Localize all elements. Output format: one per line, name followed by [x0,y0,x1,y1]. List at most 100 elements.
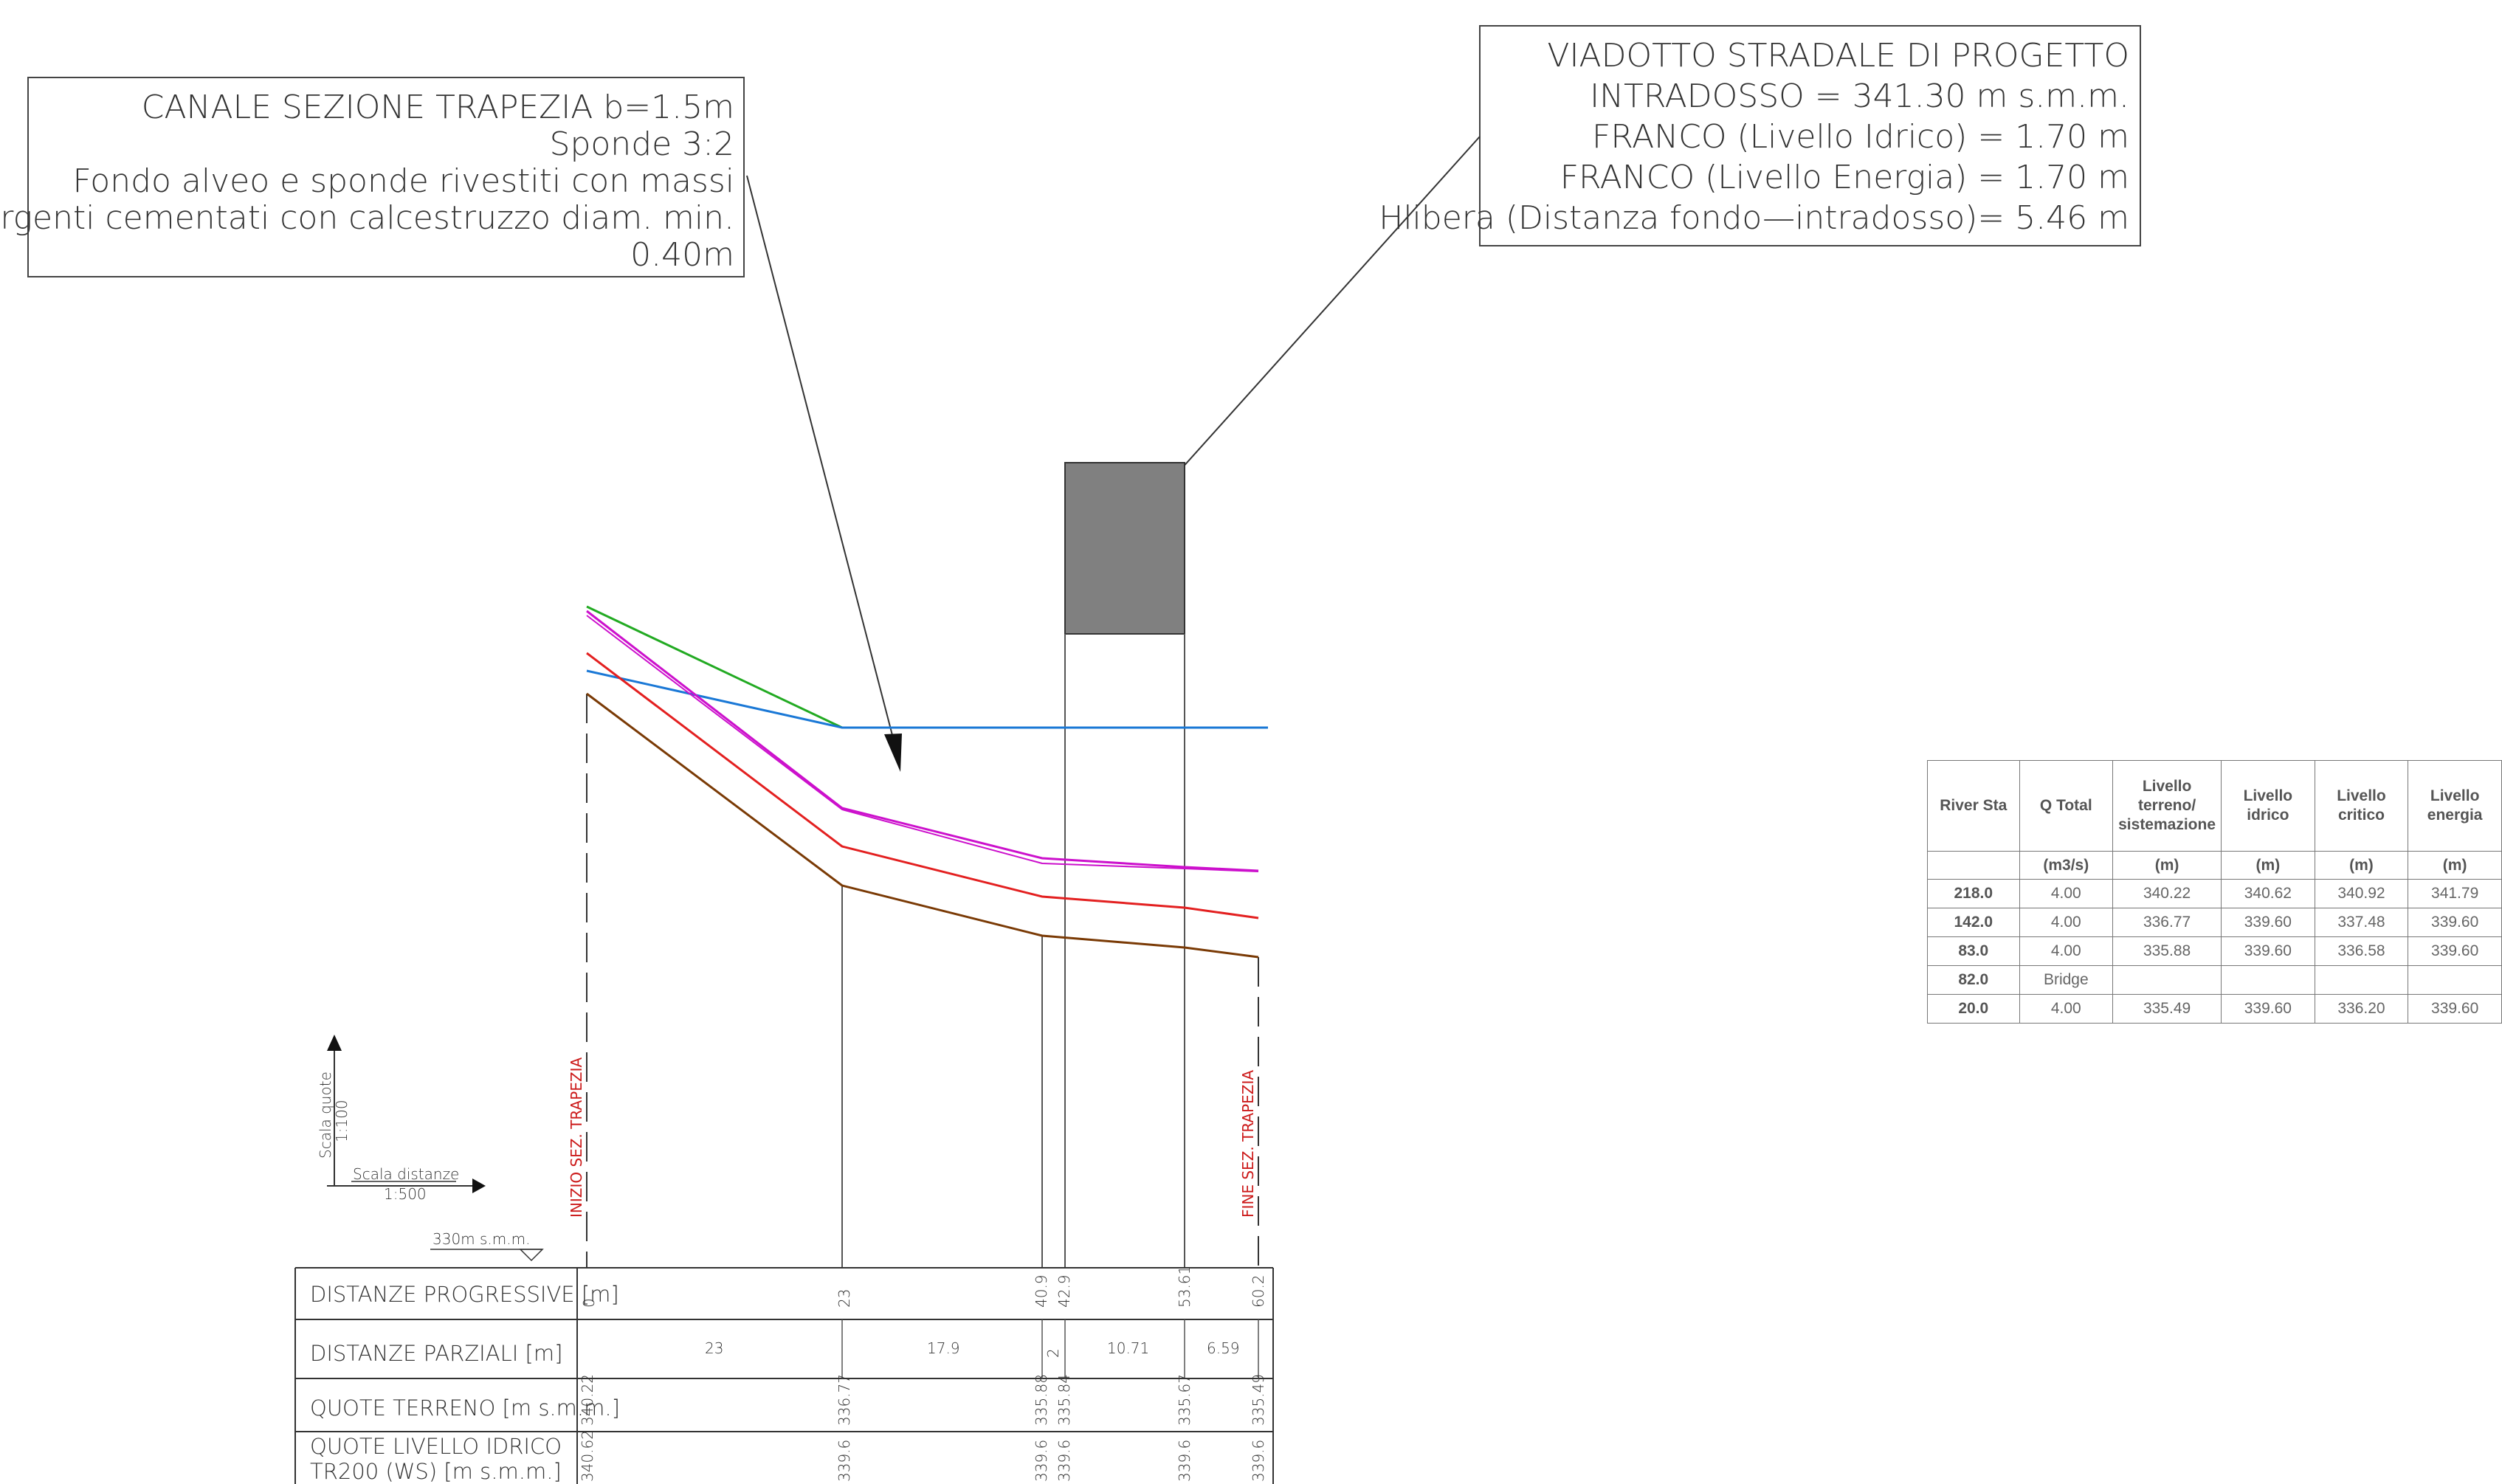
table-row: 20.0 4.00 335.49 339.60 336.20 339.60 [1927,994,2502,1024]
canal-note-line-2: Sponde 3:2 [550,125,734,163]
magenta-line-2 [586,615,1259,872]
table-cell: 335.49 [2112,994,2222,1024]
table-cell: 218.0 [1927,879,2020,908]
partial-2: 2 [1044,1348,1062,1358]
table-cell: 340.22 [2112,879,2222,908]
partial-6-59: 6.59 [1207,1339,1240,1357]
canal-leader-line [746,175,894,739]
ground-335-67: 335.67 [1176,1374,1193,1426]
table-cell: Bridge [2019,965,2114,995]
table-cell: 335.88 [2112,936,2222,966]
unit-cell: (m3/s) [2019,851,2114,880]
row-label-partial: DISTANZE PARZIALI [m] [310,1341,562,1366]
ground-336-77: 336.77 [835,1374,853,1426]
bridge-note-line-2: INTRADOSSO = 341.30 m s.m.m. [1590,77,2129,115]
progressive-0: 0 [580,1298,598,1308]
progressive-60-2: 60.2 [1250,1274,1267,1308]
water-339-6-a: 339.6 [835,1440,853,1482]
horizontal-scale-label: Scala distanze [353,1165,459,1183]
water-339-6-d: 339.6 [1176,1440,1193,1482]
canal-note-line-4: emergenti cementati con calcestruzzo dia… [0,199,734,237]
scale-arrow-up-icon [327,1035,342,1051]
ground-335-88: 335.88 [1033,1374,1050,1426]
table-row: 218.0 4.00 340.22 340.62 340.92 341.79 [1927,879,2502,908]
bridge-deck [1064,462,1185,635]
bridge-note-line-4: FRANCO (Livello Energia) = 1.70 m [1560,159,2129,196]
bridge-leader-line [1154,136,1481,499]
table-cell [2221,965,2315,995]
ground-line [586,692,1259,959]
table-cell: 339.60 [2408,908,2502,937]
table-cell: 4.00 [2019,994,2114,1024]
unit-cell: (m) [2112,851,2222,880]
datum-triangle-icon [519,1249,544,1262]
bridge-note-line-3: FRANCO (Livello Idrico) = 1.70 m [1592,118,2129,156]
canal-note-line-5: 0.40m [630,236,734,274]
bridge-note-line-5: Hlibera (Distanza fondo—intradosso)= 5.4… [1379,199,2129,237]
canal-note: CANALE SEZIONE TRAPEZIA b=1.5m Sponde 3:… [0,77,745,277]
row-label-water-2: TR200 (WS) [m s.m.m.] [310,1459,562,1484]
hec-results-table: River Sta Q Total Livello terreno/ siste… [1927,760,2502,1024]
unit-cell [1927,851,2020,880]
ground-335-49: 335.49 [1250,1374,1267,1426]
water-340-62: 340.62 [579,1430,596,1482]
table-cell: 339.60 [2221,936,2315,966]
table-cell: 336.58 [2314,936,2409,966]
table-cell: 4.00 [2019,879,2114,908]
bridge-note-line-1: VIADOTTO STRADALE DI PROGETTO [1547,37,2129,75]
water-339-6-b: 339.6 [1033,1440,1050,1482]
unit-cell: (m) [2408,851,2502,880]
table-units-row: (m3/s) (m) (m) (m) (m) [1927,851,2502,880]
canal-note-line-3: Fondo alveo e sponde rivestiti con massi [73,162,734,200]
partial-23: 23 [705,1339,723,1357]
horizontal-scale-ratio: 1:500 [384,1185,427,1203]
unit-cell: (m) [2221,851,2315,880]
table-cell [2408,965,2502,995]
red-line [586,652,1259,919]
table-cell: 339.60 [2408,994,2502,1024]
table-cell: 142.0 [1927,908,2020,937]
table-cell: 83.0 [1927,936,2020,966]
table-cell: 337.48 [2314,908,2409,937]
table-cell [2112,965,2222,995]
ground-340-22: 340.22 [579,1374,596,1426]
progressive-40-9: 40.9 [1033,1274,1050,1308]
table-cell: 340.92 [2314,879,2409,908]
header-livello-critico: Livello critico [2314,760,2409,852]
row-label-progressive: DISTANZE PROGRESSIVE [m] [310,1282,619,1307]
unit-cell: (m) [2314,851,2409,880]
end-section-marker: FINE SEZ. TRAPEZIA [1239,1070,1257,1218]
bridge-note: VIADOTTO STRADALE DI PROGETTO INTRADOSSO… [1379,25,2141,246]
canal-note-line-1: CANALE SEZIONE TRAPEZIA b=1.5m [142,89,734,126]
datum-label: 330m s.m.m. [432,1230,530,1248]
scale-arrow-right-icon [472,1178,486,1193]
table-row: 142.0 4.00 336.77 339.60 337.48 339.60 [1927,908,2502,937]
water-339-6-e: 339.6 [1250,1440,1267,1482]
canal-leader-arrow [884,734,902,772]
vertical-scale-label: Scala quote [317,1071,334,1159]
progressive-42-9: 42.9 [1055,1274,1073,1308]
table-cell [2314,965,2409,995]
partial-10-71: 10.71 [1107,1339,1149,1357]
partial-17-9: 17.9 [927,1339,960,1357]
header-livello-idrico: Livello idrico [2221,760,2315,852]
green-line [586,605,843,729]
progressive-53-61: 53.61 [1176,1266,1193,1308]
table-cell: 82.0 [1927,965,2020,995]
row-label-ground: QUOTE TERRENO [m s.m.m.] [310,1395,620,1421]
header-livello-energia: Livello energia [2408,760,2502,852]
header-livello-terreno: Livello terreno/ sistemazione [2112,760,2222,852]
blue-line [586,669,1268,729]
table-cell: 4.00 [2019,936,2114,966]
table-cell: 340.62 [2221,879,2315,908]
table-row: 83.0 4.00 335.88 339.60 336.58 339.60 [1927,936,2502,966]
row-label-water-1: QUOTE LIVELLO IDRICO [310,1434,562,1459]
profile-table: DISTANZE PROGRESSIVE [m] DISTANZE PARZIA… [294,1266,1274,1484]
table-cell: 341.79 [2408,879,2502,908]
progressive-23: 23 [835,1289,853,1308]
table-row: 82.0 Bridge [1927,965,2502,995]
vertical-scale-ratio: 1:100 [333,1100,351,1142]
header-river-sta: River Sta [1927,760,2020,852]
table-cell: 336.77 [2112,908,2222,937]
